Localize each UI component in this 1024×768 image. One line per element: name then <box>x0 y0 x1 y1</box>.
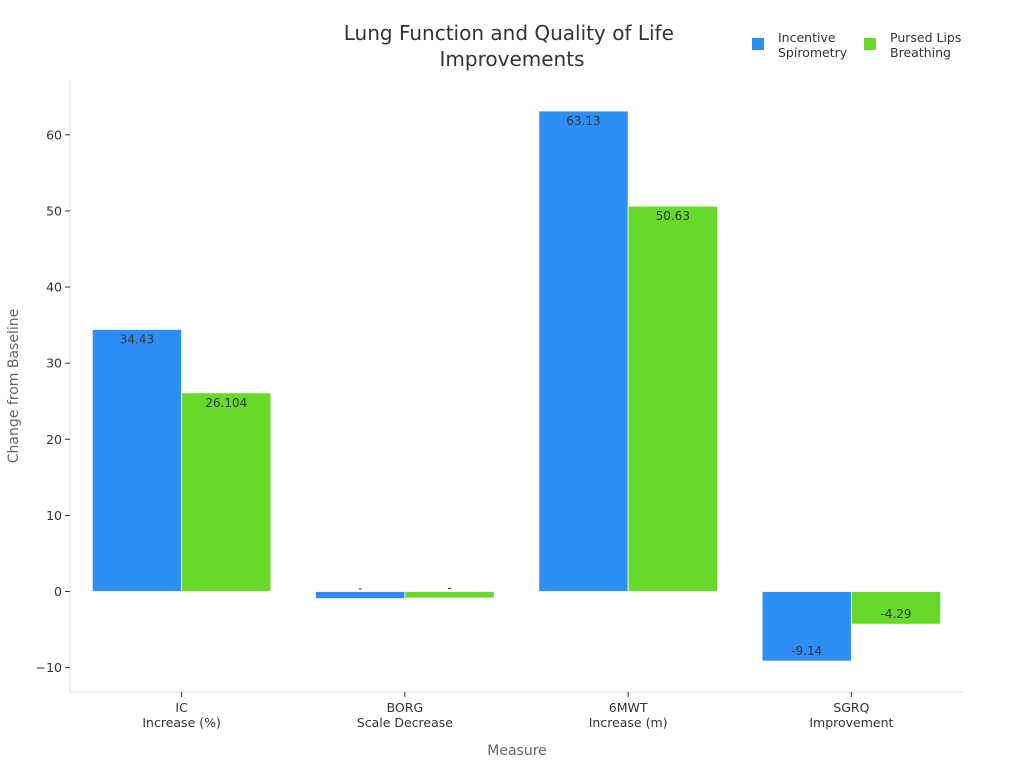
y-axis-ticks: −10 0 10 20 30 40 50 60 <box>36 127 70 675</box>
data-label: - <box>358 582 362 596</box>
data-label: 63.13 <box>566 114 600 128</box>
bar <box>627 205 718 592</box>
bars <box>91 110 942 662</box>
y-tick-label: 50 <box>46 203 62 218</box>
x-axis-ticks: IC Increase (%) BORG Scale Decrease 6MWT Incr… <box>142 692 894 730</box>
y-tick-label: 40 <box>46 280 62 295</box>
data-label: -9.14 <box>791 644 822 658</box>
chart-title: Lung Function and Quality of Life Improv… <box>344 21 680 71</box>
bar <box>91 329 183 592</box>
y-tick-label: 60 <box>46 127 62 142</box>
legend-label-pursed-lips-breathing: Pursed Lips Breathing <box>890 30 965 60</box>
legend-label-incentive-spirometry: Incentive Spirometry <box>778 30 848 60</box>
y-tick-label: −10 <box>36 660 62 675</box>
x-axis-title: Measure <box>487 743 547 759</box>
y-tick-label: 30 <box>46 356 62 371</box>
x-tick-label: 6MWT Increase (m) <box>589 700 668 730</box>
y-tick-label: 10 <box>46 508 62 523</box>
chart-title-line-1: Lung Function and Quality of Life <box>344 21 674 45</box>
bar <box>181 392 272 592</box>
legend-swatch-pursed-lips-breathing <box>864 38 876 50</box>
x-tick-label: SGRQ Improvement <box>809 700 893 730</box>
x-tick-label: IC Increase (%) <box>142 700 221 730</box>
bar <box>538 110 629 592</box>
chart-title-line-2: Improvements <box>440 47 585 71</box>
data-labels: 34.43 26.104 - - 63.13 50.63 -9.14 -4.29 <box>120 114 912 658</box>
legend-swatch-incentive-spirometry <box>752 38 764 50</box>
data-label: 50.63 <box>656 209 690 223</box>
data-label: -4.29 <box>880 607 911 621</box>
data-label: - <box>447 581 451 595</box>
bar <box>404 591 495 599</box>
data-label: 26.104 <box>205 396 247 410</box>
bar <box>761 591 852 662</box>
data-label: 34.43 <box>120 332 154 346</box>
y-tick-label: 0 <box>54 584 62 599</box>
y-axis-title: Change from Baseline <box>6 309 22 463</box>
y-tick-label: 20 <box>46 432 62 447</box>
x-tick-label: BORG Scale Decrease <box>357 700 454 730</box>
bar <box>850 591 942 625</box>
legend: Incentive Spirometry Pursed Lips Breathi… <box>752 30 965 60</box>
